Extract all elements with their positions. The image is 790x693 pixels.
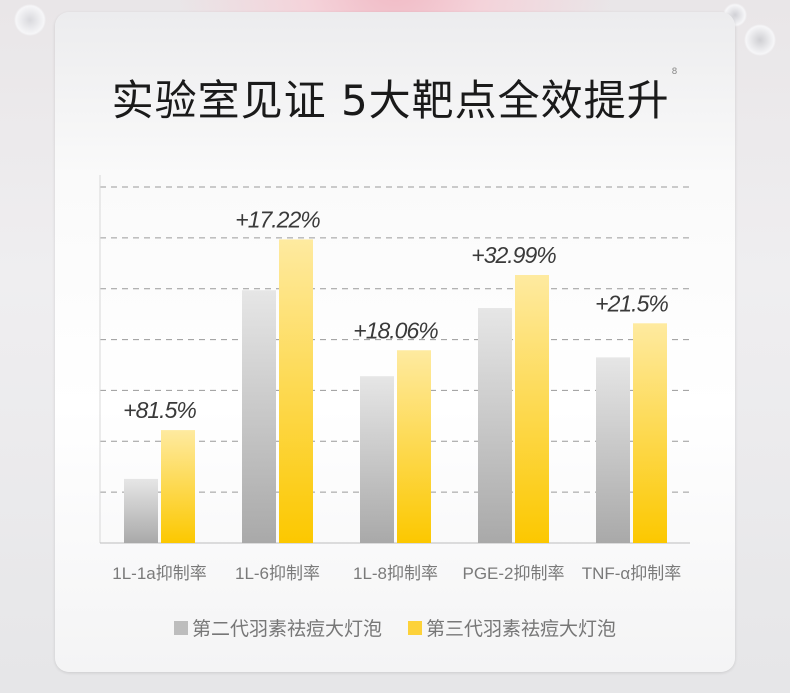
bar-gen3	[397, 350, 431, 543]
bar-gen3	[515, 274, 549, 543]
title-text: 实验室见证 5大靶点全效提升	[111, 76, 670, 125]
x-tick-label: 1L-8抑制率	[353, 564, 438, 583]
page-title: 实验室见证 5大靶点全效提升8	[0, 67, 790, 128]
bar-gen2	[478, 308, 512, 543]
bar-gen2	[360, 376, 394, 543]
x-tick-label: TNF-α抑制率	[582, 564, 682, 583]
data-label: +21.5%	[595, 290, 668, 316]
bar-gen3	[633, 323, 667, 543]
legend-swatch-yellow	[408, 620, 423, 635]
data-label: +32.99%	[471, 242, 556, 268]
data-label: +18.06%	[353, 317, 438, 343]
legend-label: 第三代羽素祛痘大灯泡	[426, 618, 617, 640]
title-footnote: 8	[671, 67, 679, 77]
legend-item-gen3: 第三代羽素祛痘大灯泡	[408, 614, 616, 641]
legend-item-gen2: 第二代羽素祛痘大灯泡	[173, 614, 382, 641]
data-label: +17.22%	[235, 206, 320, 232]
data-label: +81.5%	[123, 397, 196, 423]
bar-gen3	[161, 430, 195, 543]
bar-gen2	[124, 478, 158, 543]
x-tick-label: 1L-1a抑制率	[112, 564, 206, 583]
legend: 第二代羽素祛痘大灯泡 第三代羽素祛痘大灯泡	[0, 614, 790, 641]
bar-gen3	[279, 239, 313, 543]
legend-label: 第二代羽素祛痘大灯泡	[191, 618, 382, 640]
bar-gen2	[596, 357, 630, 543]
bar-gen2	[242, 290, 276, 543]
chart-card	[55, 12, 735, 672]
x-tick-label: PGE-2抑制率	[462, 564, 564, 583]
legend-swatch-gray	[173, 620, 188, 635]
x-tick-label: 1L-6抑制率	[235, 564, 320, 583]
